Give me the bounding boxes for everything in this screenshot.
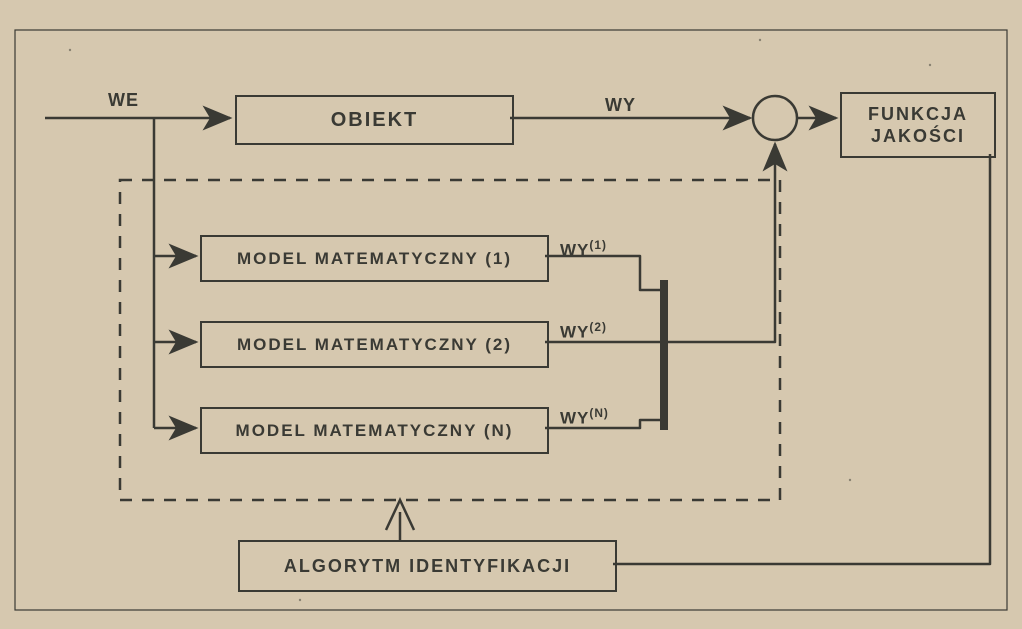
edge-funk-down bbox=[613, 154, 990, 564]
model-2-box: MODEL MATEMATYCZNY (2) bbox=[200, 321, 549, 368]
algorytm-label: ALGORYTM IDENTYFIKACJI bbox=[284, 556, 571, 577]
wy2-label: WY(2) bbox=[560, 320, 607, 343]
model-n-label: MODEL MATEMATYCZNY (N) bbox=[236, 421, 514, 441]
wyn-label: WY(N) bbox=[560, 406, 609, 429]
wy1-label: WY(1) bbox=[560, 238, 607, 261]
model-1-label: MODEL MATEMATYCZNY (1) bbox=[237, 249, 512, 269]
obiekt-box: OBIEKT bbox=[235, 95, 514, 145]
algorytm-box: ALGORYTM IDENTYFIKACJI bbox=[238, 540, 617, 592]
wy-label: WY bbox=[605, 95, 636, 116]
edge-sel-sum bbox=[668, 144, 775, 342]
obiekt-label: OBIEKT bbox=[331, 109, 419, 132]
edge-m1-out bbox=[545, 256, 660, 290]
model-2-label: MODEL MATEMATYCZNY (2) bbox=[237, 335, 512, 355]
model-n-box: MODEL MATEMATYCZNY (N) bbox=[200, 407, 549, 454]
funkcja-label: FUNKCJA JAKOŚCI bbox=[868, 103, 968, 148]
funkcja-box: FUNKCJA JAKOŚCI bbox=[840, 92, 996, 158]
model-1-box: MODEL MATEMATYCZNY (1) bbox=[200, 235, 549, 282]
we-label: WE bbox=[108, 90, 139, 111]
